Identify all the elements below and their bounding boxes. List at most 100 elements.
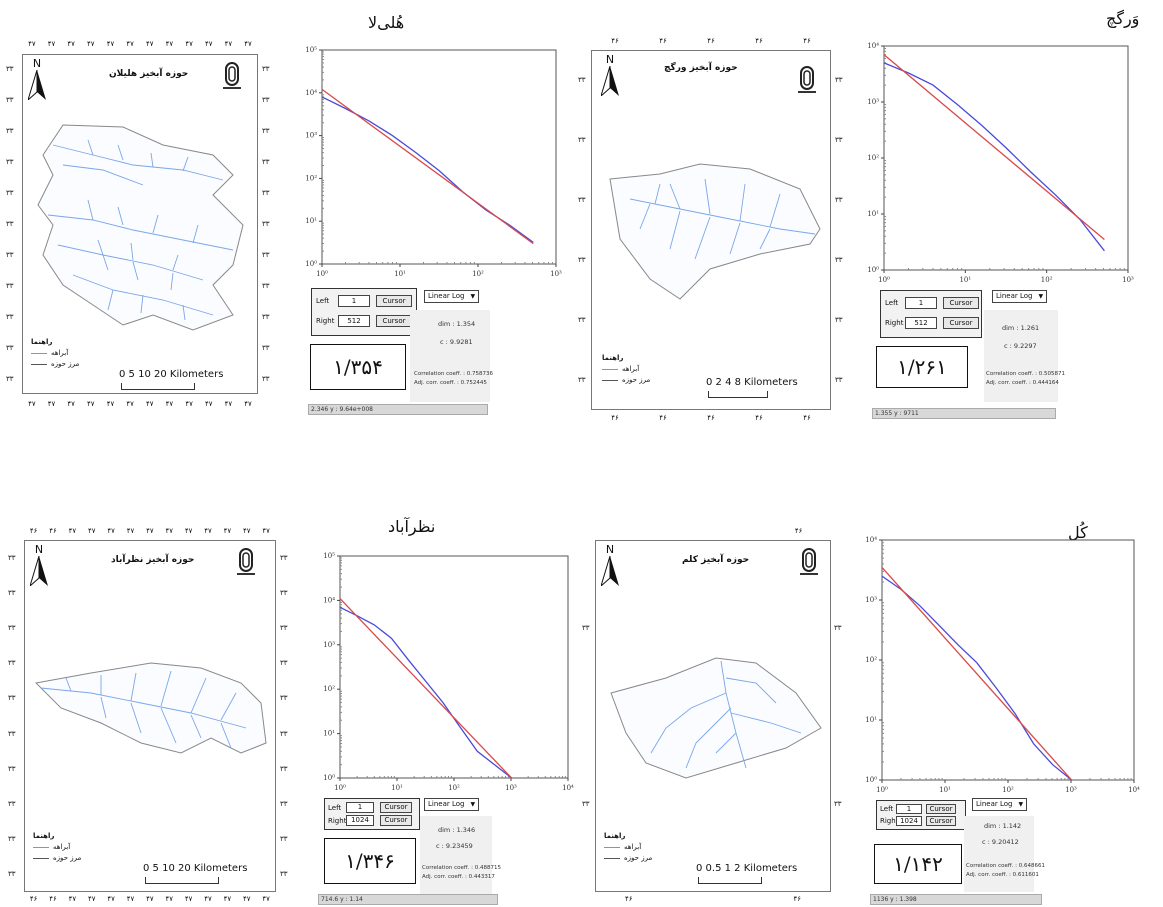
chevron-down-icon: ▼ bbox=[1038, 293, 1044, 300]
right-input[interactable]: 1024 bbox=[896, 816, 922, 826]
boundary-line-icon bbox=[31, 363, 47, 365]
heading-bottom-left: نظرآباد bbox=[388, 517, 436, 536]
stream-line-icon bbox=[33, 846, 49, 848]
x-tick-label: 10⁴ bbox=[1128, 786, 1140, 794]
map-2-ticks-top: ۴۶ ۴۶ ۴۶ ۴۶ ۴۶ bbox=[611, 37, 811, 45]
y-tick-label: 10⁰ bbox=[867, 266, 879, 274]
map-title: حوزه آبخیز ورگچ bbox=[664, 63, 738, 73]
right-cursor-button[interactable]: Cursor bbox=[943, 317, 979, 329]
range-panel-3: Left 1 Cursor Right 1024 Cursor bbox=[324, 798, 420, 830]
heading-bottom-right: کُل bbox=[1068, 523, 1088, 542]
map-title: حوزه آبخیز هلیلان bbox=[109, 69, 189, 79]
plot-area bbox=[339, 555, 569, 779]
y-tick-label: 10³ bbox=[305, 132, 317, 140]
series-line-fit bbox=[881, 566, 1073, 781]
boundary-line-icon bbox=[33, 857, 49, 859]
map-panel-4: حوزه آبخیز کلم N راهنما آبراهه مرز حوزه … bbox=[595, 540, 831, 892]
log-log-chart-2: 10⁰ 10¹ 10² 10³ 10⁰ 10¹ 10² 10³ 10⁴ bbox=[867, 42, 1134, 284]
x-tick-label: 10² bbox=[1002, 786, 1014, 794]
map-4-ticks-top: ۴۶ bbox=[794, 527, 803, 535]
series-line-fit bbox=[883, 54, 1105, 240]
left-input[interactable]: 1 bbox=[346, 802, 374, 813]
x-tick-label: 10³ bbox=[1122, 276, 1134, 284]
log-log-chart-3: 10⁰ 10¹ 10² 10³ 10⁴ 10⁰ 10¹ 10² 10³ 10⁴ 10⁵ bbox=[323, 552, 574, 792]
left-input[interactable]: 1 bbox=[905, 297, 937, 309]
scale-bar bbox=[698, 877, 762, 884]
y-tick-label: 10⁵ bbox=[323, 552, 335, 560]
university-logo-icon bbox=[237, 548, 255, 575]
map-4-ticks-left: ۳۳ ۳۳ bbox=[582, 624, 590, 808]
scale-dropdown[interactable]: Linear Log ▼ bbox=[992, 290, 1048, 303]
right-cursor-button[interactable]: Cursor bbox=[376, 315, 412, 327]
scale-bar bbox=[121, 383, 195, 390]
series-line-observed bbox=[883, 62, 1105, 252]
status-bar: 1.355 y : 9711 bbox=[872, 408, 1056, 419]
left-input[interactable]: 1 bbox=[338, 295, 370, 307]
scale-dropdown[interactable]: Linear Log ▼ bbox=[424, 798, 480, 811]
x-tick-label: 10³ bbox=[550, 270, 562, 278]
plot-area bbox=[321, 49, 557, 265]
stats-box: dim : 1.261 c : 9.2297 Correlation coeff… bbox=[984, 310, 1065, 402]
map-3-ticks-right: ۳۳ ۳۳ ۳۳ ۳۳ ۳۳ ۳۳ ۳۳ ۳۳ ۳۳ ۳۳ bbox=[280, 553, 288, 879]
left-label: Left bbox=[880, 805, 894, 813]
y-tick-label: 10³ bbox=[867, 98, 879, 106]
y-tick-label: 10¹ bbox=[323, 730, 335, 738]
university-logo-icon bbox=[800, 548, 818, 575]
university-logo-icon bbox=[798, 66, 816, 93]
y-tick-label: 10⁵ bbox=[305, 46, 317, 54]
plot-area bbox=[881, 539, 1135, 781]
right-cursor-button[interactable]: Cursor bbox=[926, 816, 956, 826]
y-tick-label: 10⁰ bbox=[305, 260, 317, 268]
y-tick-label: 10² bbox=[865, 656, 877, 664]
map-2-ticks-right: ۳۳ ۳۳ ۳۳ ۳۳ ۳۳ ۳۳ bbox=[835, 76, 843, 384]
right-input[interactable]: 1024 bbox=[346, 815, 374, 826]
map-title: حوزه آبخیز کلم bbox=[682, 555, 750, 565]
left-input[interactable]: 1 bbox=[896, 804, 922, 814]
fractal-dimension-box: ۱/۳۴۶ bbox=[324, 838, 416, 884]
x-tick-label: 10⁴ bbox=[562, 784, 574, 792]
left-cursor-button[interactable]: Cursor bbox=[376, 295, 412, 307]
scale-label: 0 5 10 20 Kilometers bbox=[143, 863, 248, 874]
scale-dropdown[interactable]: Linear Log ▼ bbox=[424, 290, 480, 303]
y-tick-label: 10⁰ bbox=[323, 774, 335, 782]
y-tick-label: 10⁴ bbox=[323, 596, 335, 604]
scale-label: 0 0.5 1 2 Kilometers bbox=[696, 863, 798, 874]
map-2-ticks-left: ۳۳ ۳۳ ۳۳ ۳۳ ۳۳ ۳۳ bbox=[578, 76, 586, 384]
map-3-ticks-top: ۴۶ ۴۶ ۴۷ ۴۷ ۴۷ ۴۷ ۴۷ ۴۷ ۴۷ ۴۷ ۴۷ ۴۷ ۴۷ bbox=[29, 527, 270, 535]
right-label: Right bbox=[328, 816, 347, 825]
map-1-ticks-left: ۳۳ ۳۳ ۳۳ ۳۳ ۳۳ ۳۳ ۳۳ ۳۳ ۳۳ ۳۳ ۳۳ bbox=[6, 65, 14, 383]
x-tick-label: 10³ bbox=[505, 784, 517, 792]
legend: راهنما آبراهه مرز حوزه bbox=[602, 354, 651, 384]
right-input[interactable]: 512 bbox=[905, 317, 937, 329]
y-tick-label: 10⁰ bbox=[865, 776, 877, 784]
log-log-chart-4: 10⁰ 10¹ 10² 10³ 10⁴ 10⁰ 10¹ 10² 10³ 10⁴ bbox=[865, 536, 1140, 794]
x-tick-label: 10² bbox=[448, 784, 460, 792]
right-cursor-button[interactable]: Cursor bbox=[380, 815, 412, 826]
range-panel-4: Left 1 Cursor Right 1024 Cursor bbox=[876, 800, 966, 830]
x-tick-label: 10¹ bbox=[394, 270, 406, 278]
status-bar: 714.6 y : 1.14 bbox=[318, 894, 498, 905]
left-label: Left bbox=[885, 299, 899, 307]
y-tick-label: 10² bbox=[867, 154, 879, 162]
stream-line-icon bbox=[602, 368, 618, 370]
boundary-line-icon bbox=[604, 857, 620, 859]
fractal-dimension-box: ۱/۳۵۴ bbox=[310, 344, 406, 390]
left-cursor-button[interactable]: Cursor bbox=[380, 802, 412, 813]
map-4-ticks-bottom: ۴۶ ۴۶ bbox=[625, 895, 801, 903]
map-4-ticks-right: ۳۳ ۳۳ bbox=[834, 624, 842, 808]
right-input[interactable]: 512 bbox=[338, 315, 370, 327]
y-tick-label: 10³ bbox=[323, 641, 335, 649]
north-arrow-icon: N bbox=[600, 543, 620, 589]
left-cursor-button[interactable]: Cursor bbox=[943, 297, 979, 309]
y-tick-label: 10⁴ bbox=[305, 89, 317, 97]
map-1-ticks-bottom: ۴۷ ۴۷ ۴۷ ۴۷ ۴۷ ۴۷ ۴۷ ۴۷ ۴۷ ۴۷ ۴۷ ۴۷ bbox=[28, 400, 252, 408]
scale-bar bbox=[708, 391, 768, 398]
fractal-dimension-box: ۱/۲۶۱ bbox=[876, 346, 968, 388]
plot-area bbox=[883, 45, 1129, 271]
legend: راهنما آبراهه مرز حوزه bbox=[33, 832, 82, 862]
scale-dropdown[interactable]: Linear Log ▼ bbox=[972, 798, 1028, 811]
map-3-ticks-left: ۳۳ ۳۳ ۳۳ ۳۳ ۳۳ ۳۳ ۳۳ ۳۳ ۳۳ ۳۳ bbox=[8, 553, 16, 879]
left-cursor-button[interactable]: Cursor bbox=[926, 804, 956, 814]
north-arrow-icon: N bbox=[600, 53, 620, 99]
y-tick-label: 10⁴ bbox=[865, 536, 877, 544]
